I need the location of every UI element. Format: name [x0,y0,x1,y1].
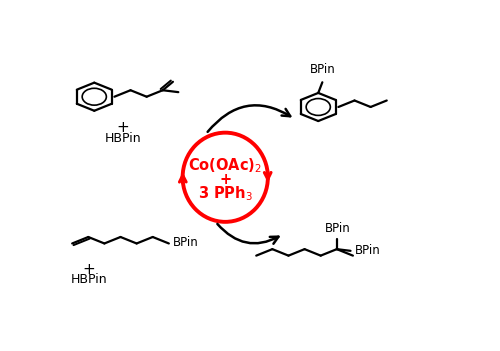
Text: HBPin: HBPin [104,132,141,145]
Text: +: + [82,261,95,277]
Text: BPin: BPin [354,244,380,257]
Text: BPin: BPin [324,221,350,234]
Text: Co(OAc)$_2$: Co(OAc)$_2$ [188,157,262,175]
Text: BPin: BPin [172,236,199,249]
Text: +: + [219,172,232,187]
Text: HBPin: HBPin [70,273,107,286]
Text: +: + [116,120,129,135]
Text: BPin: BPin [310,63,336,76]
Text: 3 PPh$_3$: 3 PPh$_3$ [198,185,252,203]
